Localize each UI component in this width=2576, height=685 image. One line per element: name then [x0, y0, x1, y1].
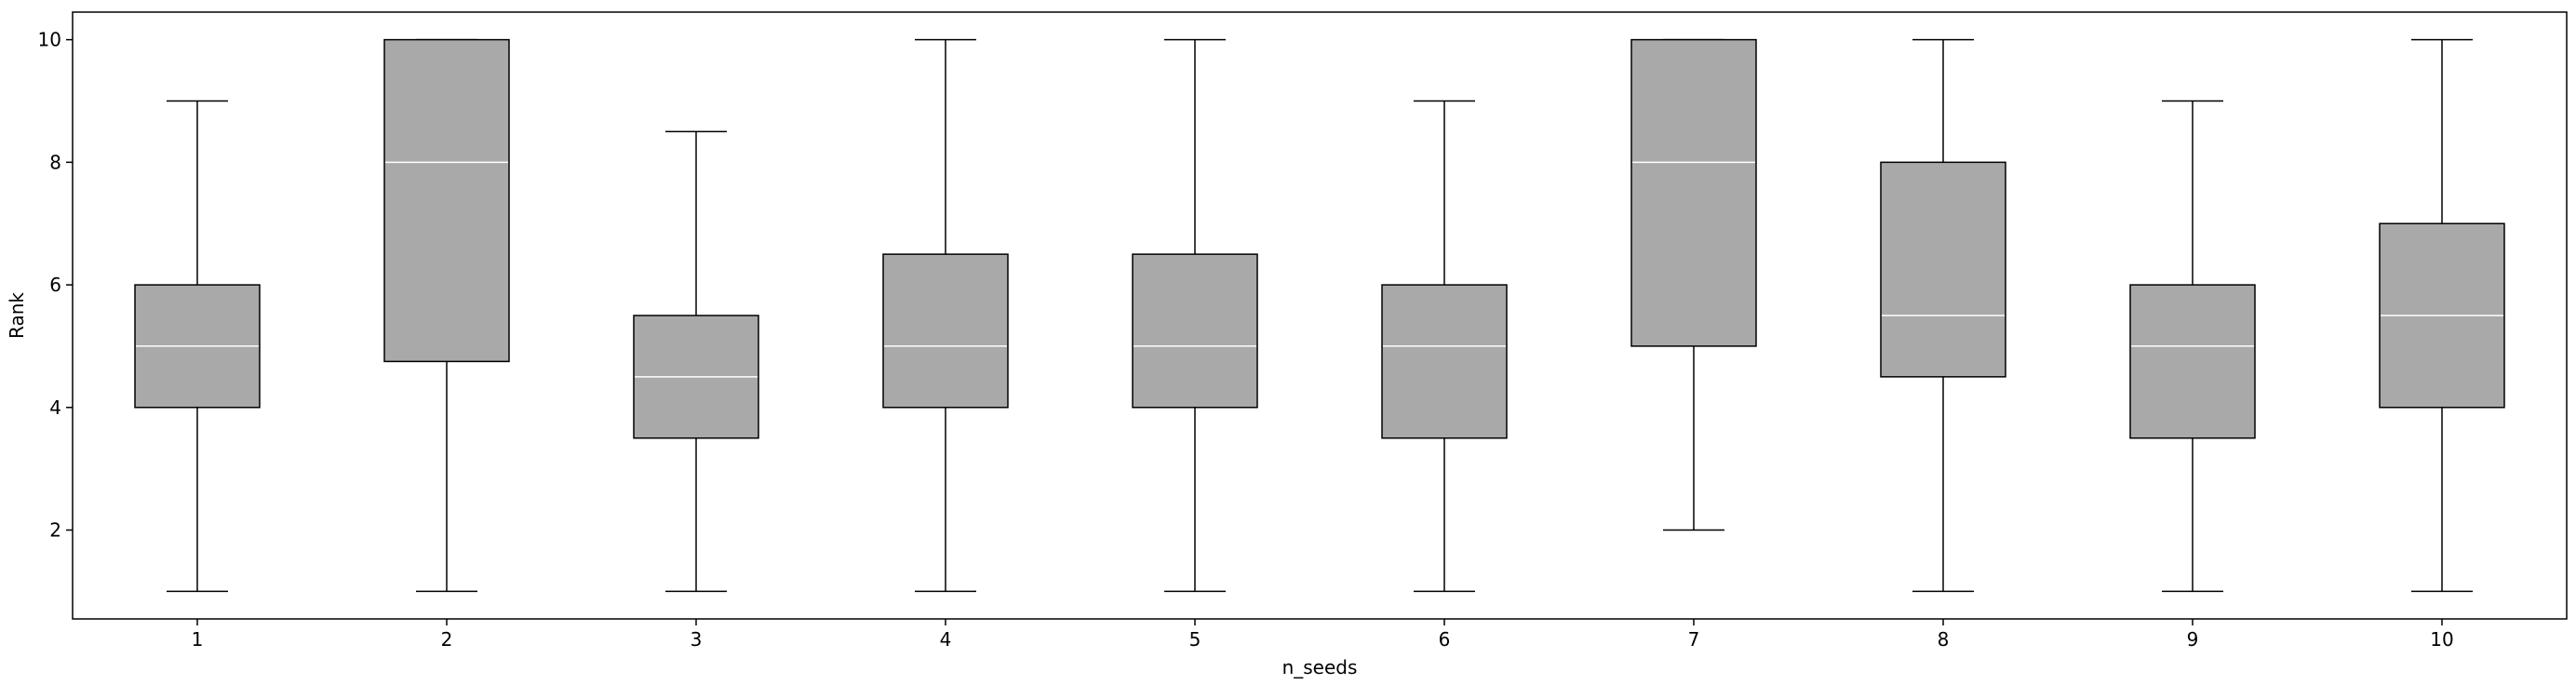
x-tick-label: 2 — [441, 628, 453, 651]
box-group — [383, 38, 510, 593]
x-axis-ticks: 1 2 3 4 5 6 7 8 9 10 — [192, 619, 2454, 651]
y-axis-ticks: 2 4 6 8 10 — [38, 29, 73, 542]
box-group — [2129, 100, 2256, 593]
x-tick-label: 7 — [1688, 628, 1700, 651]
y-tick-label: 10 — [38, 29, 61, 51]
box-group — [633, 130, 759, 593]
y-tick-label: 4 — [49, 396, 61, 419]
y-tick-label: 2 — [49, 519, 61, 542]
box-iqr — [1381, 284, 1508, 439]
x-tick-label: 1 — [192, 628, 204, 651]
box-group — [882, 38, 1009, 593]
plot-area — [134, 38, 2505, 593]
y-axis-label: Rank — [6, 292, 28, 339]
x-tick-label: 10 — [2430, 628, 2453, 651]
box-group — [1132, 38, 1258, 593]
x-axis-label: n_seeds — [1282, 656, 1358, 678]
x-tick-label: 6 — [1439, 628, 1451, 651]
box-group — [1381, 100, 1508, 593]
box-group — [1630, 38, 1757, 531]
x-tick-label: 3 — [691, 628, 703, 651]
y-tick-label: 6 — [49, 274, 61, 296]
box-iqr — [1880, 161, 2006, 378]
box-iqr — [882, 253, 1009, 409]
box-iqr — [2129, 284, 2256, 439]
box-group — [134, 100, 261, 593]
box-group — [1880, 38, 2006, 593]
x-tick-label: 4 — [940, 628, 952, 651]
box-iqr — [1630, 38, 1757, 347]
box-iqr — [383, 38, 510, 363]
box-iqr — [1132, 253, 1258, 409]
x-tick-label: 9 — [2187, 628, 2199, 651]
y-tick-label: 8 — [49, 151, 61, 173]
plot-frame — [72, 11, 2568, 620]
x-tick-label: 5 — [1189, 628, 1201, 651]
box-group — [2379, 38, 2505, 593]
x-tick-label: 8 — [1938, 628, 1950, 651]
